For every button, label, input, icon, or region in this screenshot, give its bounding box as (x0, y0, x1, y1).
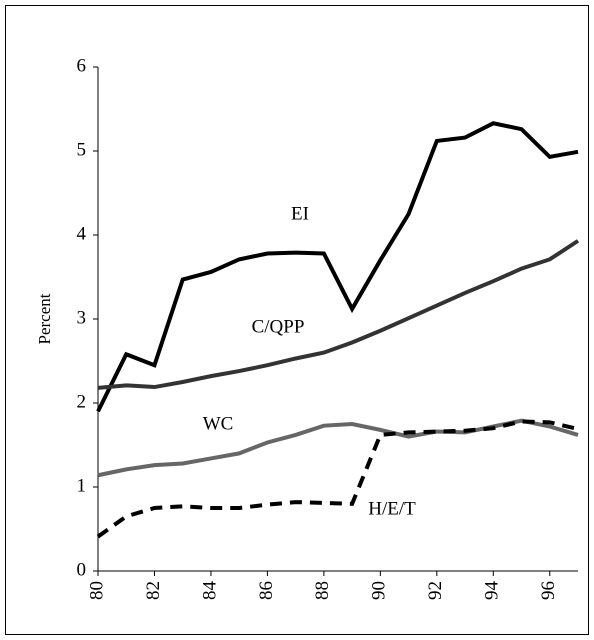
series-line (97, 418, 579, 478)
series-line (96, 121, 579, 413)
y-tick-label: 5 (77, 139, 87, 160)
series-label: H/E/T (368, 498, 416, 519)
x-tick-label: 84 (199, 581, 220, 601)
x-tick-label: 92 (425, 581, 446, 600)
y-tick-label: 1 (77, 475, 87, 496)
x-tick-label: 82 (143, 581, 164, 600)
series-label: WC (203, 413, 234, 434)
y-tick-label: 2 (77, 391, 87, 412)
frame (5, 5, 589, 635)
series-line (96, 419, 579, 539)
series-label: C/QPP (252, 316, 305, 337)
y-tick-label: 4 (77, 223, 87, 244)
x-tick-label: 96 (538, 581, 559, 600)
x-tick-label: 88 (312, 581, 333, 600)
y-tick-label: 6 (77, 55, 87, 76)
x-tick-label: 86 (256, 581, 277, 600)
series-label: EI (291, 203, 309, 224)
x-tick-label: 90 (369, 581, 390, 600)
x-tick-label: 94 (482, 581, 503, 601)
y-tick-label: 3 (77, 307, 87, 328)
x-tick-label: 80 (86, 581, 107, 600)
y-axis-label: Percent (35, 293, 54, 344)
series-line (97, 239, 580, 390)
y-tick-label: 0 (77, 559, 87, 580)
